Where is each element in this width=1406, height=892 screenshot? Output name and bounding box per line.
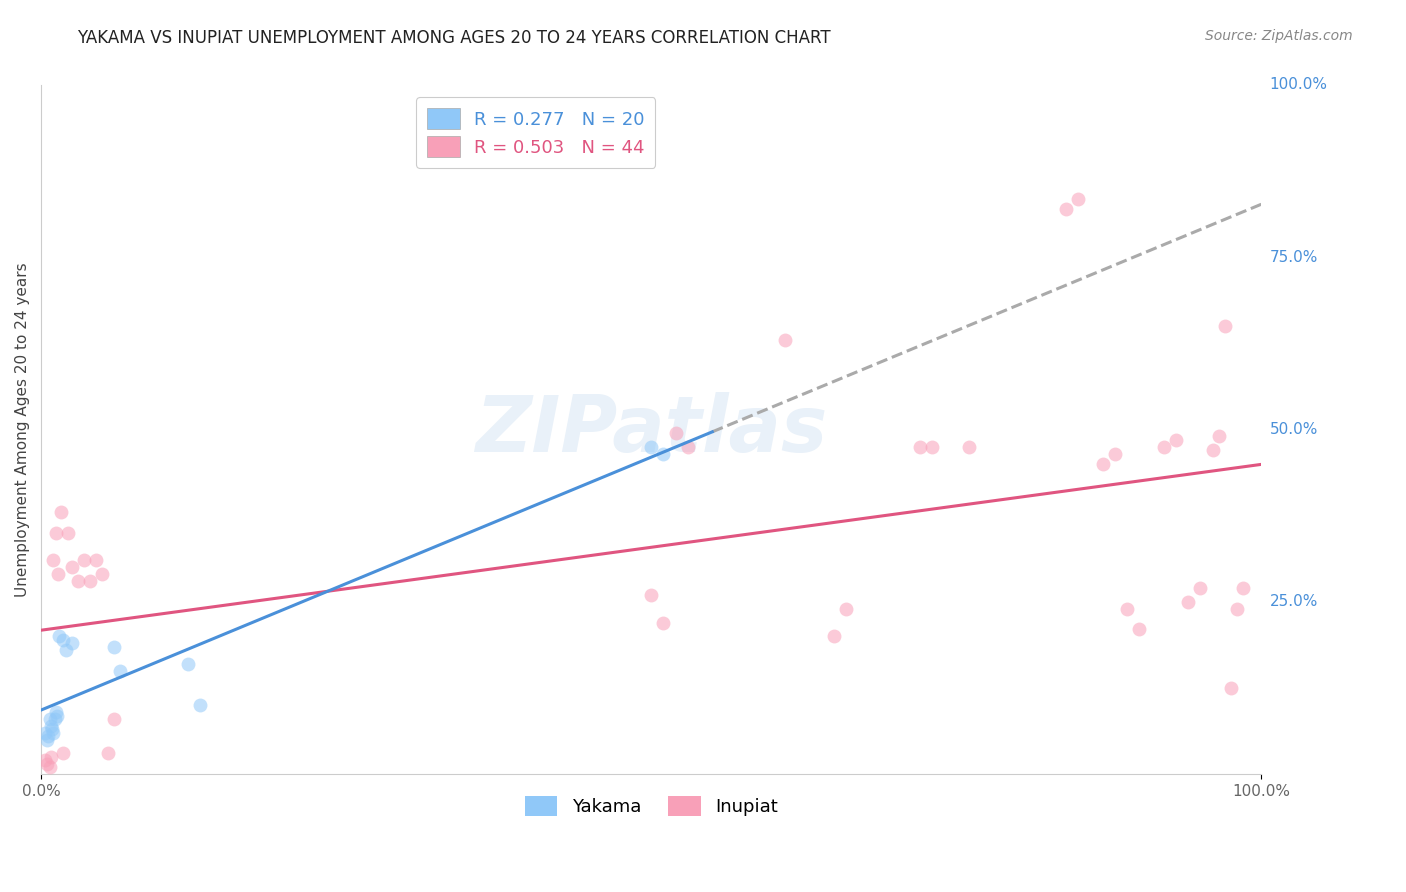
Point <box>640 588 662 602</box>
Point <box>46 708 69 723</box>
Point <box>1226 601 1249 615</box>
Point <box>34 725 56 739</box>
Point <box>176 657 198 671</box>
Point <box>1232 581 1254 595</box>
Point <box>652 447 675 461</box>
Point <box>56 525 79 540</box>
Text: YAKAMA VS INUPIAT UNEMPLOYMENT AMONG AGES 20 TO 24 YEARS CORRELATION CHART: YAKAMA VS INUPIAT UNEMPLOYMENT AMONG AGE… <box>77 29 831 46</box>
Point <box>103 712 125 726</box>
Point <box>1067 192 1090 206</box>
Point <box>42 553 65 567</box>
Text: 75.0%: 75.0% <box>1270 250 1317 265</box>
Point <box>38 760 60 774</box>
Point <box>73 553 96 567</box>
Point <box>38 712 60 726</box>
Point <box>84 553 107 567</box>
Point <box>652 615 675 630</box>
Point <box>52 632 75 647</box>
Point <box>1213 319 1236 334</box>
Point <box>823 629 845 643</box>
Point <box>1208 429 1230 443</box>
Point <box>37 756 59 771</box>
Point <box>60 636 83 650</box>
Text: 25.0%: 25.0% <box>1270 594 1317 609</box>
Point <box>45 525 67 540</box>
Point <box>52 747 75 761</box>
Legend: Yakama, Inupiat: Yakama, Inupiat <box>517 789 785 823</box>
Point <box>66 574 89 589</box>
Point <box>49 505 72 519</box>
Point <box>188 698 211 713</box>
Point <box>60 560 83 574</box>
Point <box>103 640 125 654</box>
Point <box>41 723 63 737</box>
Text: 100.0%: 100.0% <box>1270 78 1327 93</box>
Point <box>676 440 699 454</box>
Point <box>1153 440 1175 454</box>
Point <box>1219 681 1241 695</box>
Point <box>1164 433 1187 447</box>
Point <box>1177 595 1199 609</box>
Point <box>97 747 120 761</box>
Point <box>957 440 980 454</box>
Y-axis label: Unemployment Among Ages 20 to 24 years: Unemployment Among Ages 20 to 24 years <box>15 262 30 597</box>
Point <box>640 440 662 454</box>
Point <box>775 333 797 347</box>
Point <box>42 725 65 739</box>
Point <box>48 629 70 643</box>
Point <box>110 664 132 678</box>
Point <box>1091 457 1114 471</box>
Point <box>46 567 69 582</box>
Point <box>1201 443 1223 458</box>
Point <box>1189 581 1212 595</box>
Point <box>39 719 62 733</box>
Point <box>1054 202 1077 216</box>
Point <box>39 750 62 764</box>
Point <box>921 440 943 454</box>
Text: 50.0%: 50.0% <box>1270 422 1317 437</box>
Point <box>44 712 66 726</box>
Point <box>1128 623 1150 637</box>
Point <box>45 705 67 719</box>
Text: Source: ZipAtlas.com: Source: ZipAtlas.com <box>1205 29 1353 43</box>
Point <box>79 574 101 589</box>
Point <box>1104 447 1126 461</box>
Point <box>908 440 931 454</box>
Point <box>91 567 114 582</box>
Point <box>835 601 858 615</box>
Text: ZIPatlas: ZIPatlas <box>475 392 827 467</box>
Point <box>34 753 56 767</box>
Point <box>55 643 77 657</box>
Point <box>37 732 59 747</box>
Point <box>665 425 688 440</box>
Point <box>1116 601 1139 615</box>
Point <box>37 729 59 743</box>
